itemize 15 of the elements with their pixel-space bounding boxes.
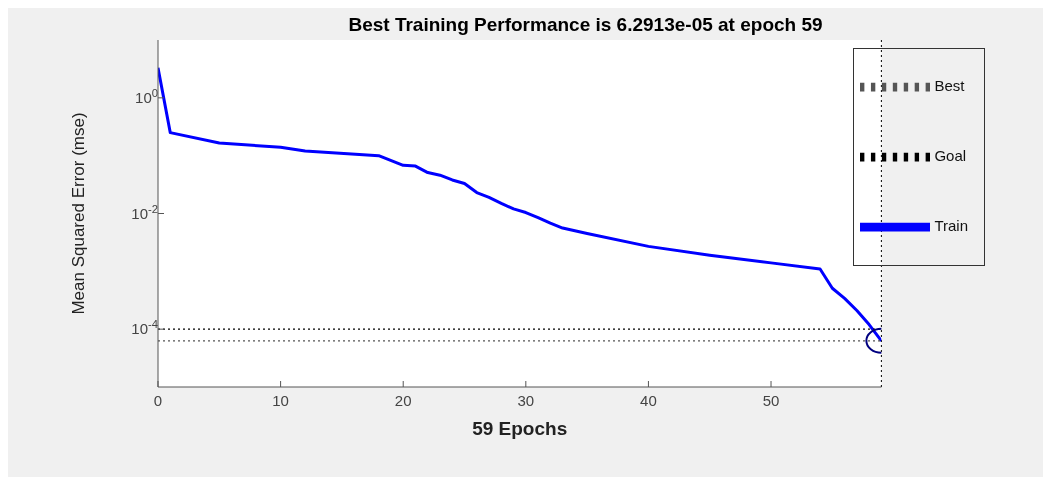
x-tick-label: 0 xyxy=(153,391,163,409)
x-axis-title: 59 Epochs xyxy=(472,418,568,439)
x-tick-label: 50 xyxy=(762,391,780,409)
x-tick-label: 10 xyxy=(272,391,289,409)
y-tick-label: 10$^{0}$ xyxy=(135,86,158,106)
legend-label: Best xyxy=(934,76,965,94)
x-tick-label: 40 xyxy=(640,391,657,409)
chart-title: Best Training Performance is 6.2913e-05 at epoch 59 xyxy=(347,14,824,36)
legend-label: Train xyxy=(934,216,968,234)
legend-label: Goal xyxy=(934,146,967,164)
y-tick-label: 10$^{-4}$ xyxy=(131,318,158,338)
x-tick-label: 20 xyxy=(394,391,412,409)
y-tick-label: 10$^{-2}$ xyxy=(131,202,158,222)
y-axis-title: Mean Squared Error (mse) xyxy=(69,112,89,315)
x-tick-label: 30 xyxy=(517,391,535,409)
